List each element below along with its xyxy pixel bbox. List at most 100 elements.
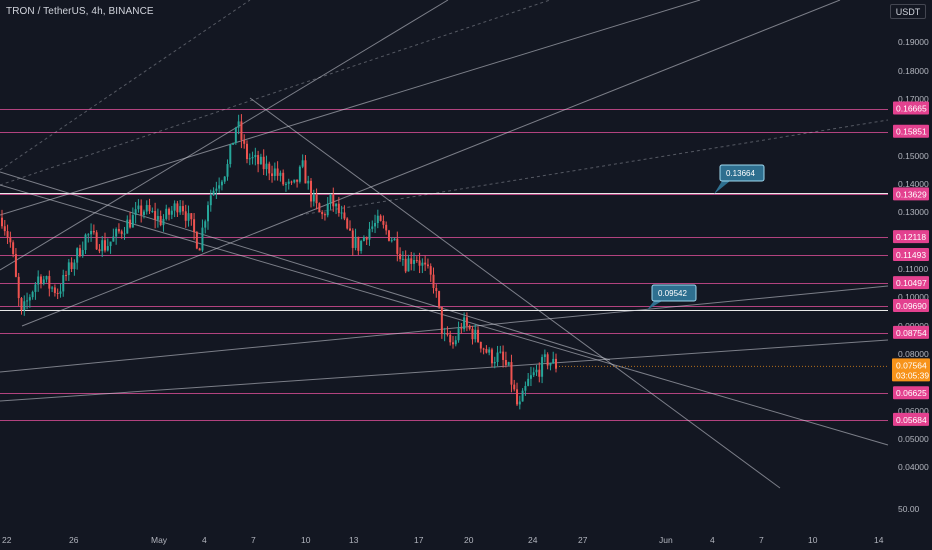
callout-box — [719, 164, 765, 182]
candle-body — [415, 260, 418, 262]
candle-body — [168, 208, 171, 215]
price-tick-label: 0.10000 — [898, 292, 929, 302]
candle-body — [323, 214, 326, 216]
currency-button[interactable]: USDT — [890, 4, 926, 19]
candle-body — [104, 240, 107, 251]
candle-body — [451, 342, 454, 345]
candle-body — [251, 157, 254, 159]
level-tag-label: 0.08754 — [896, 328, 927, 338]
time-tick-label: 17 — [414, 535, 424, 545]
price-tick-label: 0.15000 — [898, 151, 929, 161]
dashed-trendline — [299, 119, 889, 216]
candle-body — [181, 206, 184, 212]
candle-body — [424, 262, 427, 265]
candle-body — [45, 276, 48, 280]
candle-body — [271, 173, 274, 176]
level-tag-label: 0.06625 — [896, 388, 927, 398]
candle-body — [401, 258, 404, 260]
candle-body — [304, 160, 307, 184]
callout-box — [651, 284, 697, 302]
candle-body — [315, 194, 318, 204]
candle-body — [240, 121, 243, 140]
candle-body — [117, 229, 120, 232]
candle-body — [276, 168, 279, 176]
candle-body — [234, 127, 237, 143]
level-tag: 0.10497 — [893, 276, 929, 290]
level-tag-bg — [893, 412, 929, 426]
candle-body — [521, 390, 524, 402]
candle-body — [6, 231, 9, 238]
candle-body — [321, 212, 324, 215]
candle-body — [438, 291, 441, 307]
candle-body — [48, 276, 51, 289]
candle-body — [220, 181, 223, 186]
candle-body — [382, 220, 385, 225]
candle-body — [28, 297, 31, 301]
candle-body — [151, 211, 154, 213]
candle-body — [245, 143, 248, 160]
candle-body — [468, 325, 471, 329]
time-tick-label: 4 — [202, 535, 207, 545]
time-tick-label: Jun — [659, 535, 673, 545]
candlestick-series — [1, 114, 557, 410]
candle-body — [387, 230, 390, 241]
candle-body — [490, 349, 493, 364]
time-tick-label: May — [151, 535, 168, 545]
price-tick-label: 50.00 — [898, 504, 920, 514]
callout-label: 0.09542 — [658, 289, 687, 298]
callout-pointer — [714, 181, 730, 194]
trendline — [249, 97, 781, 489]
level-tag: 0.12118 — [893, 230, 929, 244]
candle-body — [193, 219, 196, 233]
candle-body — [432, 274, 435, 289]
candle-body — [371, 226, 374, 229]
price-callouts: 0.13664 0.09542 — [647, 164, 765, 310]
candle-body — [98, 249, 101, 252]
dashed-trendline — [0, 0, 551, 186]
candle-body — [318, 203, 321, 213]
candle-body — [229, 144, 232, 165]
time-tick-label: 22 — [2, 535, 12, 545]
candle-body — [290, 181, 293, 183]
candle-body — [137, 205, 140, 210]
candle-body — [421, 262, 424, 266]
candle-body — [170, 210, 173, 215]
candle-body — [67, 262, 70, 276]
candle-body — [326, 203, 329, 216]
candle-body — [204, 221, 207, 228]
level-tag-label: 0.11493 — [896, 250, 926, 260]
candle-body — [76, 248, 79, 263]
level-tag: 0.09690 — [893, 298, 929, 312]
dashed-trendline — [0, 0, 251, 171]
level-tag: 0.13629 — [893, 187, 929, 201]
price-tick-label: 0.05000 — [898, 434, 929, 444]
candle-body — [340, 212, 343, 214]
candle-body — [101, 240, 104, 252]
candle-body — [502, 351, 505, 360]
level-tag-bg — [893, 276, 929, 290]
candle-body — [284, 183, 287, 185]
candle-body — [140, 205, 143, 215]
candle-body — [385, 224, 388, 231]
candle-body — [310, 180, 313, 202]
price-tick-label: 0.08000 — [898, 349, 929, 359]
level-tag: 0.05684 — [893, 412, 929, 426]
candle-body — [507, 362, 510, 365]
candle-body — [198, 248, 201, 251]
horizontal-levels — [0, 109, 888, 421]
candle-body — [73, 262, 76, 270]
price-tick-label: 0.14000 — [898, 179, 929, 189]
current-price-bg — [892, 358, 930, 382]
level-tag-label: 0.16665 — [896, 104, 927, 114]
candle-body — [426, 264, 429, 267]
candle-body — [3, 226, 6, 232]
candle-body — [404, 258, 407, 272]
time-tick-label: 27 — [578, 535, 588, 545]
candle-body — [156, 216, 159, 220]
candle-body — [374, 223, 377, 227]
candle-body — [232, 142, 235, 145]
candle-body — [335, 203, 338, 207]
candle-body — [298, 166, 301, 182]
